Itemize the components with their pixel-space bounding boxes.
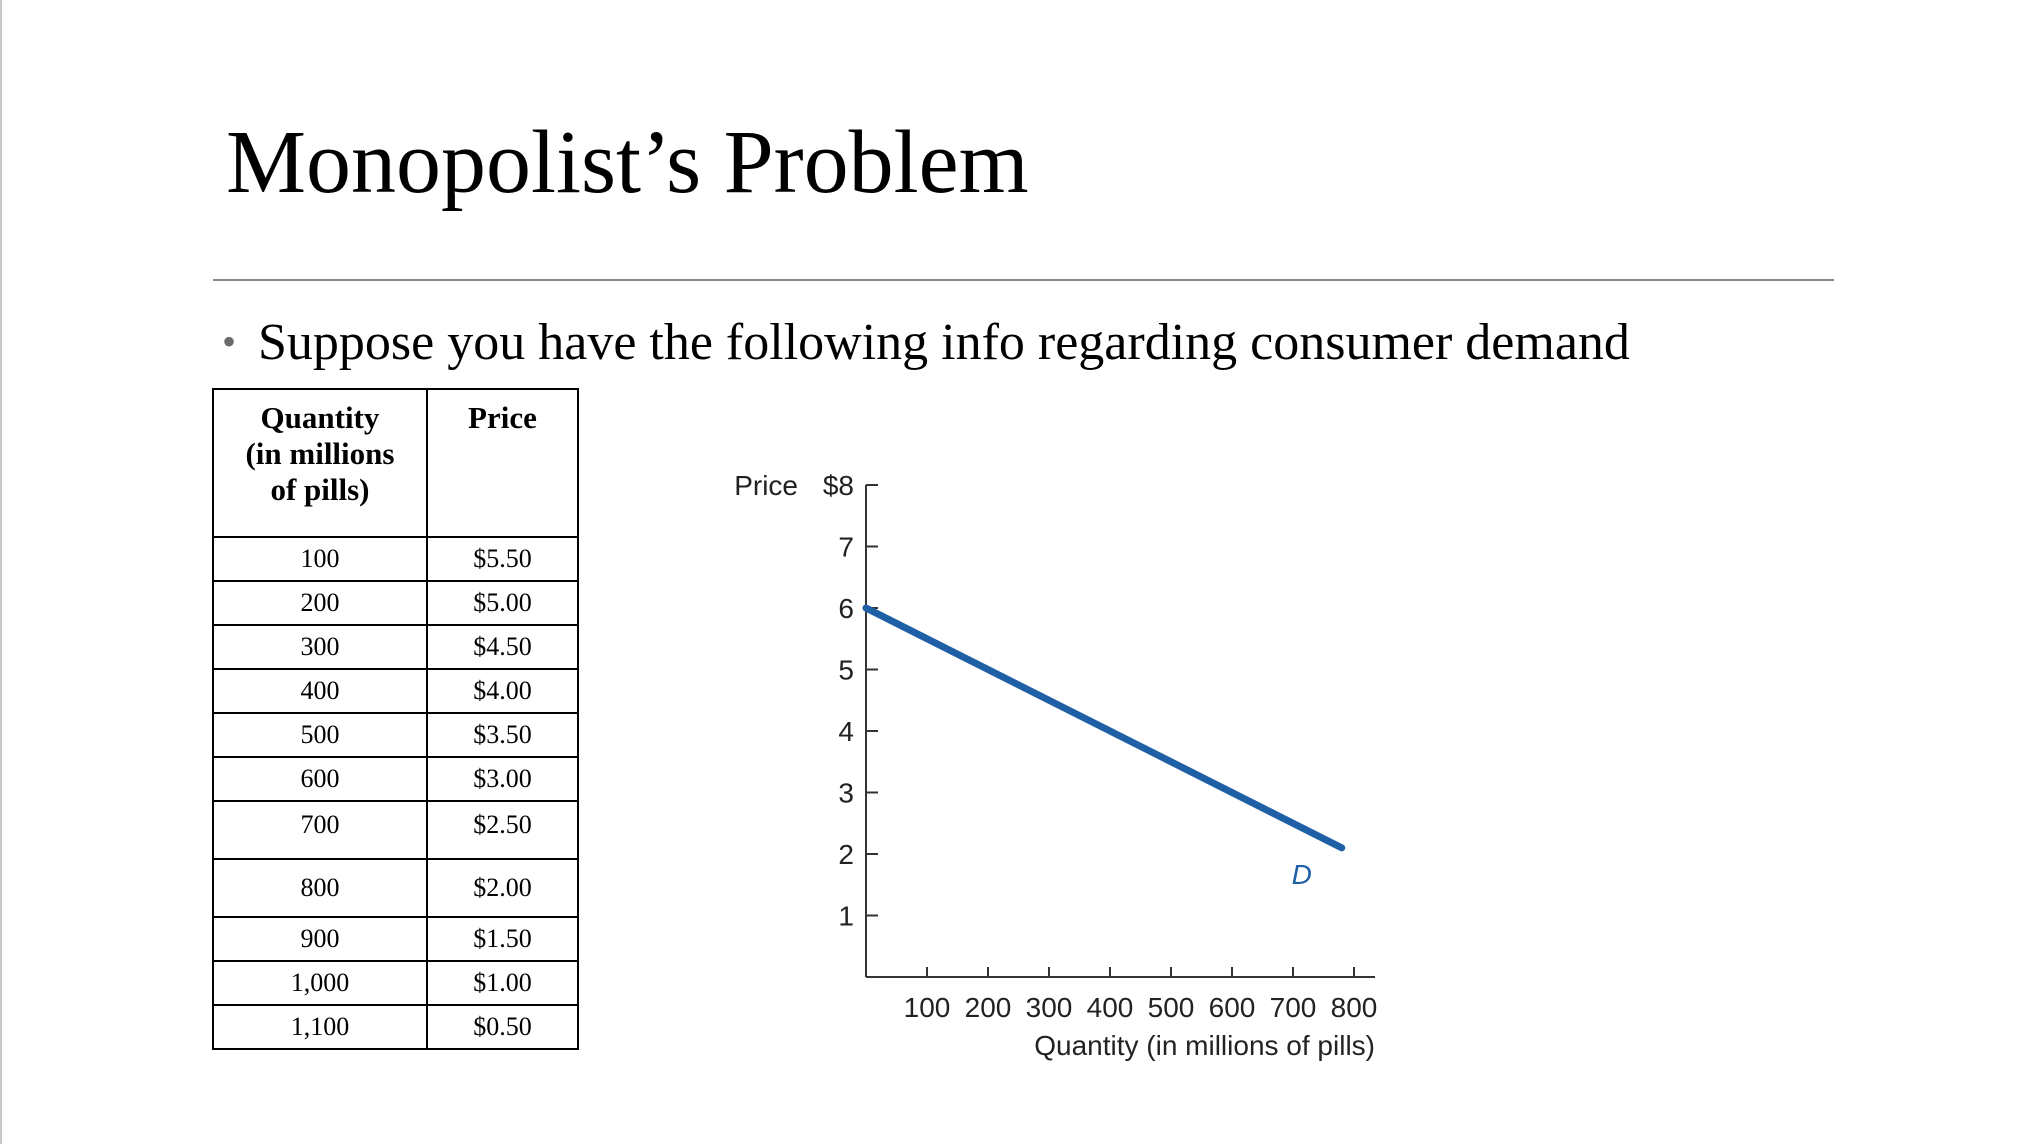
cell-quantity: 1,100 — [212, 1004, 428, 1050]
cell-quantity: 200 — [212, 580, 428, 626]
table-row: 700 $2.50 — [212, 800, 580, 860]
table-row: 400 $4.00 — [212, 668, 580, 714]
cell-price: $2.00 — [425, 858, 580, 918]
bullet-text: Suppose you have the following info rega… — [258, 314, 1630, 371]
table-row: 900 $1.50 — [212, 916, 580, 962]
y-tick-label: 2 — [838, 839, 854, 870]
title-divider — [213, 279, 1834, 281]
demand-table: Quantity (in millions of pills) Price 10… — [212, 388, 580, 1050]
x-tick-label: 800 — [1331, 992, 1378, 1023]
cell-price: $1.50 — [425, 916, 580, 962]
x-tick-label: 700 — [1270, 992, 1317, 1023]
x-tick-label: 200 — [965, 992, 1012, 1023]
cell-quantity: 500 — [212, 712, 428, 758]
cell-price: $3.50 — [425, 712, 580, 758]
cell-price: $4.50 — [425, 624, 580, 670]
table-row: 500 $3.50 — [212, 712, 580, 758]
bullet-dot-icon: • — [222, 319, 237, 364]
table-row: 1,000 $1.00 — [212, 960, 580, 1006]
header-price: Price — [425, 388, 580, 538]
x-tick-label: 300 — [1026, 992, 1073, 1023]
y-tick-label: 6 — [838, 593, 854, 624]
cell-quantity: 100 — [212, 536, 428, 582]
demand-chart: 1 2 3 4 5 6 7 $8 Price 100 200 300 400 500 600 700 800 Qu… — [734, 470, 1378, 1061]
cell-quantity: 400 — [212, 668, 428, 714]
table-row: 600 $3.00 — [212, 756, 580, 802]
slide-title: Monopolist’s Problem — [226, 113, 1029, 212]
cell-quantity: 300 — [212, 624, 428, 670]
y-tick-label: 5 — [838, 655, 854, 686]
slide-left-edge — [0, 0, 2, 1144]
y-tick-label: 3 — [838, 778, 854, 809]
table-row: 100 $5.50 — [212, 536, 580, 582]
cell-quantity: 600 — [212, 756, 428, 802]
cell-price: $0.50 — [425, 1004, 580, 1050]
cell-quantity: 1,000 — [212, 960, 428, 1006]
cell-price: $4.00 — [425, 668, 580, 714]
cell-price: $3.00 — [425, 756, 580, 802]
header-quantity-line-3: of pills) — [270, 472, 370, 507]
table-row: 200 $5.00 — [212, 580, 580, 626]
y-tick-label: $8 — [823, 470, 854, 501]
demand-curve — [862, 604, 1346, 852]
table-row: 800 $2.00 — [212, 858, 580, 918]
cell-price: $5.00 — [425, 580, 580, 626]
x-tick-label: 600 — [1209, 992, 1256, 1023]
y-tick-label: 7 — [838, 532, 854, 563]
cell-price: $2.50 — [425, 800, 580, 860]
table-header-row: Quantity (in millions of pills) Price — [212, 388, 580, 538]
cell-price: $5.50 — [425, 536, 580, 582]
cell-quantity: 900 — [212, 916, 428, 962]
cell-quantity: 800 — [212, 858, 428, 918]
header-quantity: Quantity (in millions of pills) — [212, 388, 428, 538]
header-quantity-line-2: (in millions — [245, 436, 395, 471]
table-row: 1,100 $0.50 — [212, 1004, 580, 1050]
x-tick-label: 400 — [1087, 992, 1134, 1023]
x-tick-label: 500 — [1148, 992, 1195, 1023]
y-tick-label: 1 — [838, 901, 854, 932]
table-row: 300 $4.50 — [212, 624, 580, 670]
bullet-item: • Suppose you have the following info reg… — [222, 310, 1630, 375]
cell-price: $1.00 — [425, 960, 580, 1006]
header-quantity-line-1: Quantity — [260, 400, 380, 435]
cell-quantity: 700 — [212, 800, 428, 860]
y-axis-label: Price — [734, 470, 798, 501]
y-tick-label: 4 — [838, 716, 854, 747]
x-axis-label: Quantity (in millions of pills) — [1034, 1030, 1375, 1061]
x-tick-label: 100 — [904, 992, 951, 1023]
series-label-d: D — [1292, 859, 1312, 890]
